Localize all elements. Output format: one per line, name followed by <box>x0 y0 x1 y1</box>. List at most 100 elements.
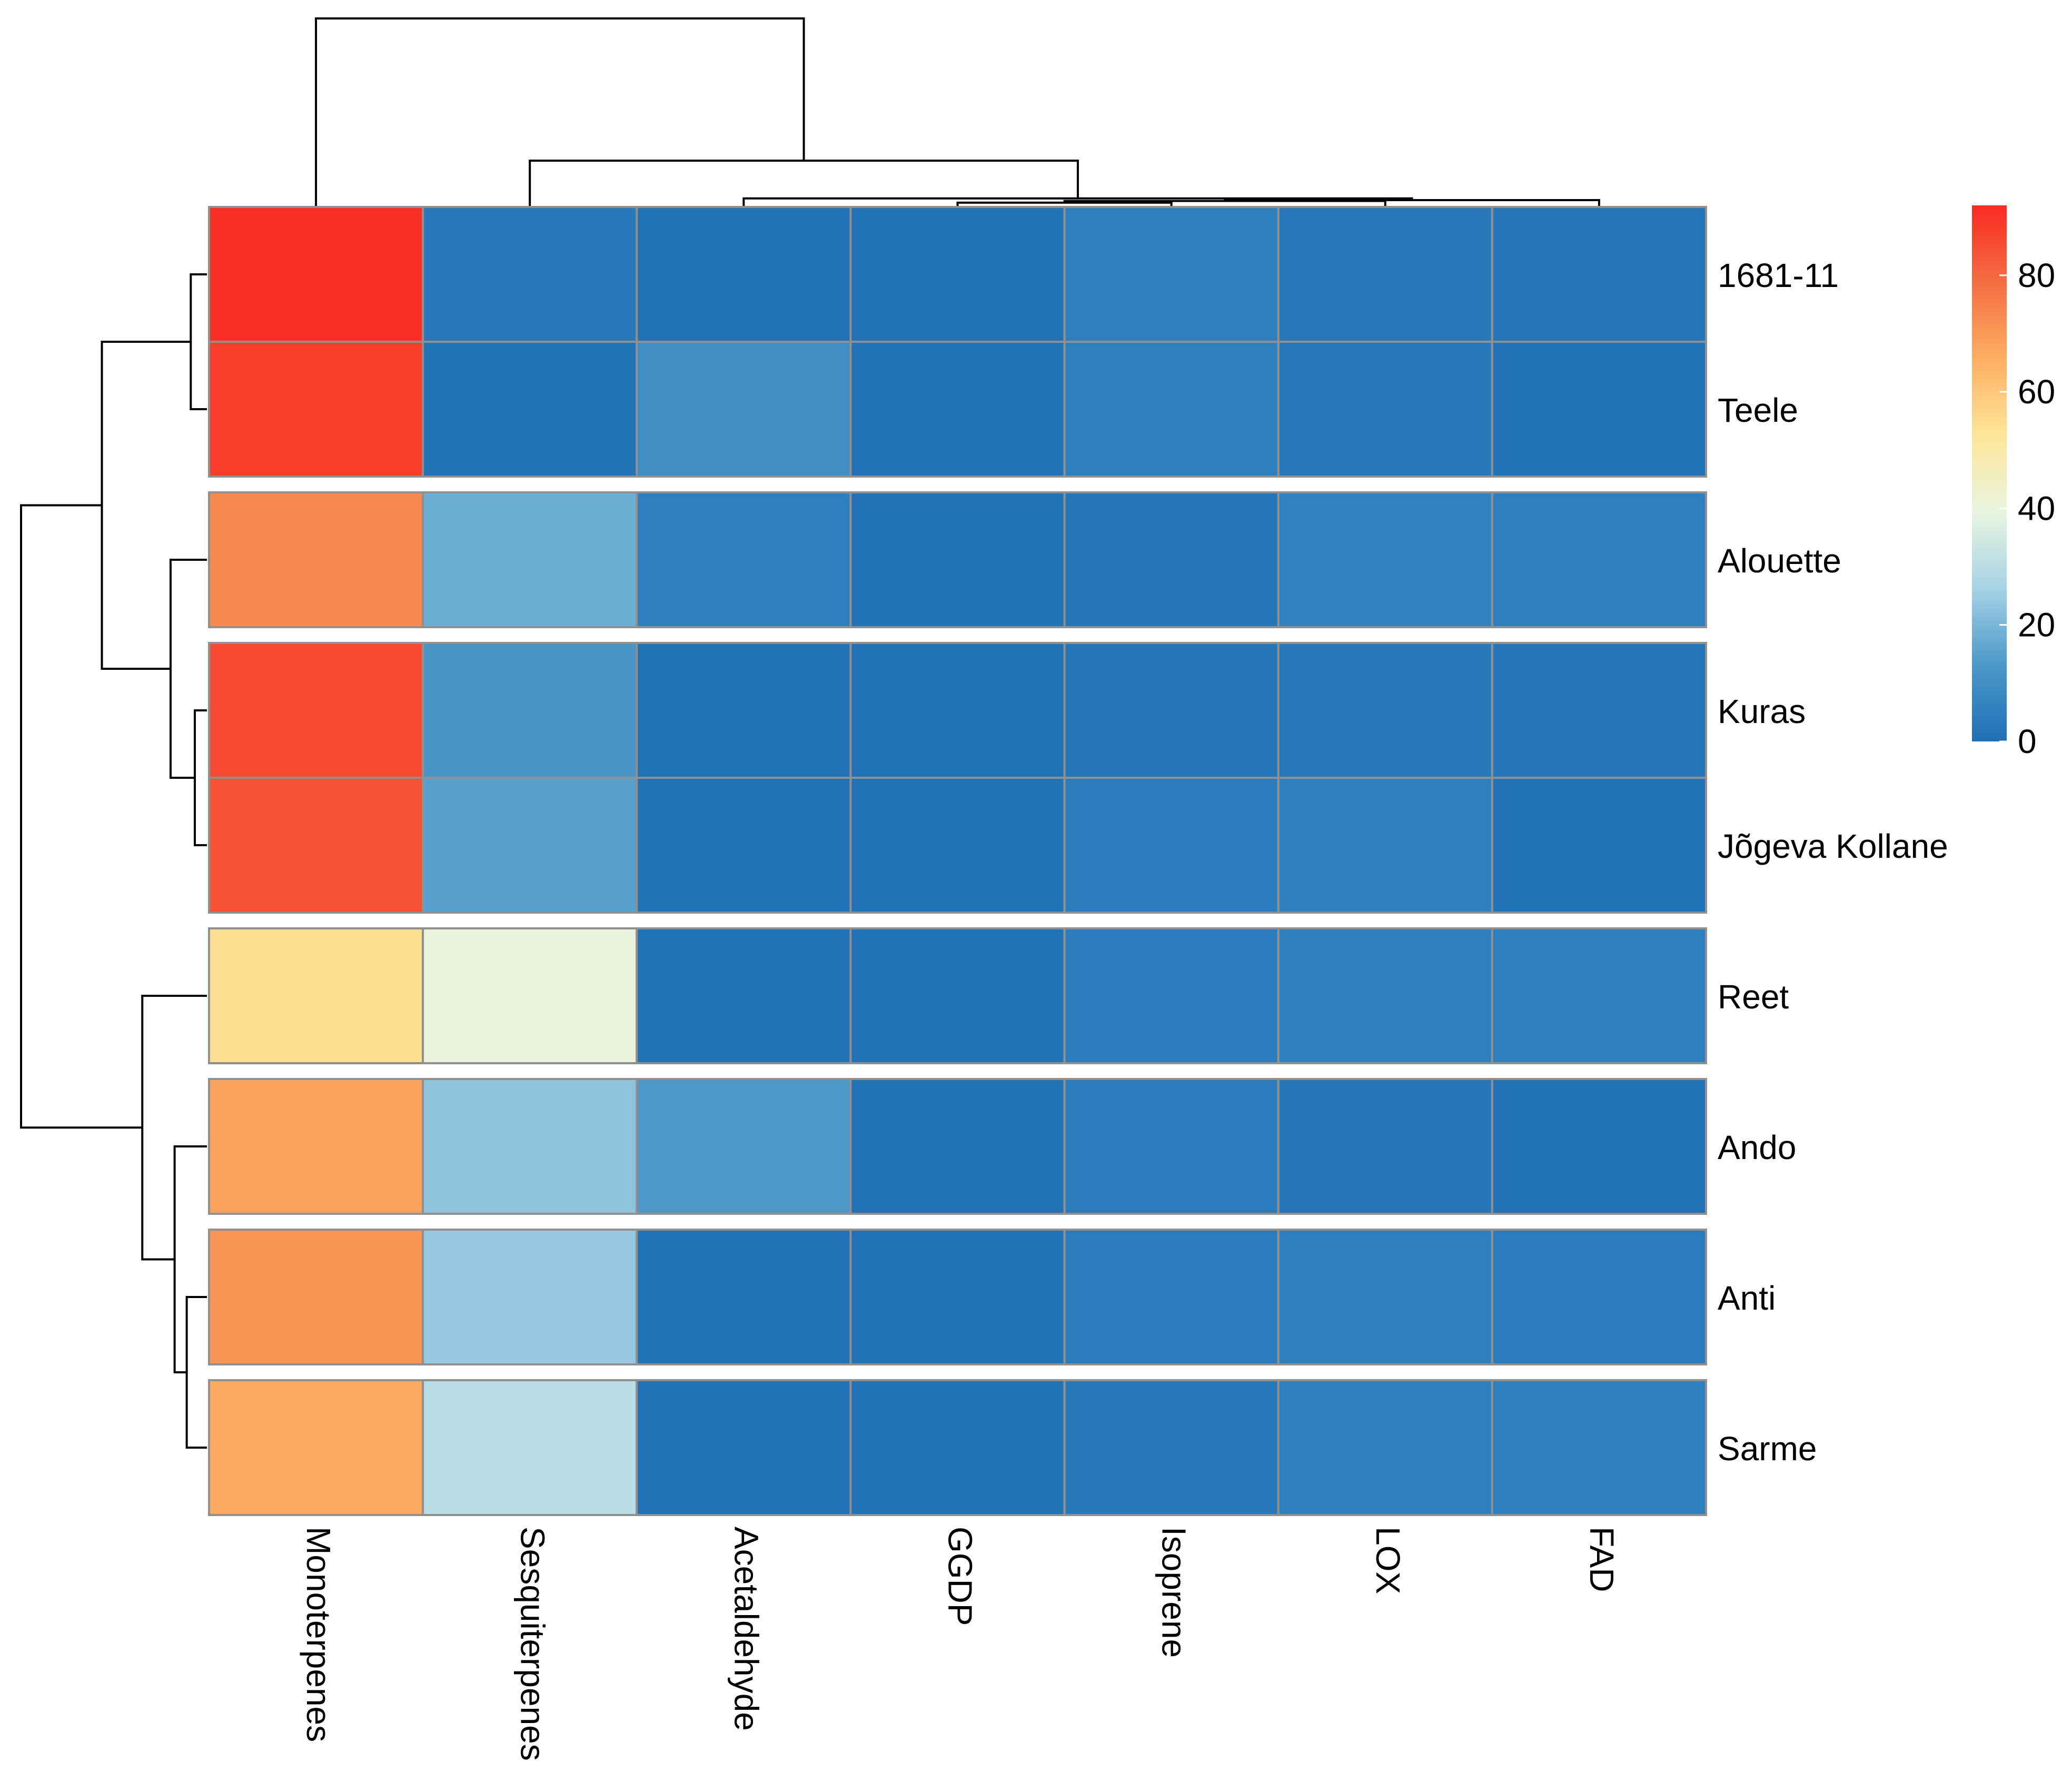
row-dendrogram <box>20 273 207 1449</box>
colorbar-tick-label-40: 40 <box>2018 489 2055 527</box>
colorbar-tick-label-80: 80 <box>2018 256 2055 294</box>
colorbar-tick-label-20: 20 <box>2018 606 2055 644</box>
cell-sarme-monoterpenes <box>208 1379 424 1516</box>
cell-kuras-ggdp <box>849 642 1066 779</box>
row-dendro-branch <box>185 1296 207 1449</box>
cell-sarme-fad <box>1491 1379 1708 1516</box>
cell-jogeva-kollane-isoprene <box>1063 777 1280 914</box>
col-label-isoprene: Isoprene <box>1155 1527 1193 1658</box>
col-label-ggdp: GGDP <box>941 1527 979 1626</box>
cell-1681-11-fad <box>1491 206 1708 343</box>
cell-alouette-acetaldehyde <box>636 491 852 628</box>
cell-ando-lox <box>1277 1078 1493 1215</box>
cell-kuras-sesquiterpenes <box>422 642 638 779</box>
cell-reet-sesquiterpenes <box>422 927 638 1064</box>
col-dendro-branch <box>529 160 1079 207</box>
heatmap-cells <box>208 206 1708 1516</box>
row-dendro-branch <box>190 273 207 410</box>
cell-teele-isoprene <box>1063 341 1280 478</box>
cell-alouette-lox <box>1277 491 1493 628</box>
row-dendro-branch <box>193 709 207 846</box>
col-label-fad: FAD <box>1583 1527 1621 1592</box>
cell-kuras-isoprene <box>1063 642 1280 779</box>
cell-kuras-acetaldehyde <box>636 642 852 779</box>
cell-jogeva-kollane-ggdp <box>849 777 1066 914</box>
row-label-anti: Anti <box>1718 1279 1776 1317</box>
cell-jogeva-kollane-sesquiterpenes <box>422 777 638 914</box>
colorbar-tick-label-0: 0 <box>2018 722 2037 760</box>
cell-sarme-ggdp <box>849 1379 1066 1516</box>
row-label-sarme: Sarme <box>1718 1430 1817 1468</box>
cell-1681-11-acetaldehyde <box>636 206 852 343</box>
cell-jogeva-kollane-fad <box>1491 777 1708 914</box>
cell-1681-11-lox <box>1277 206 1493 343</box>
cell-alouette-sesquiterpenes <box>422 491 638 628</box>
row-label-kuras: Kuras <box>1718 692 1806 730</box>
row-label-teele: Teele <box>1718 391 1798 429</box>
cell-teele-monoterpenes <box>208 341 424 478</box>
cell-reet-isoprene <box>1063 927 1280 1064</box>
cell-teele-ggdp <box>849 341 1066 478</box>
cell-kuras-lox <box>1277 642 1493 779</box>
cell-ando-monoterpenes <box>208 1078 424 1215</box>
cell-reet-ggdp <box>849 927 1066 1064</box>
color-legend: 0 20 40 60 80 <box>1972 205 2055 760</box>
cell-anti-monoterpenes <box>208 1229 424 1365</box>
cell-anti-ggdp <box>849 1229 1066 1365</box>
cell-ando-acetaldehyde <box>636 1078 852 1215</box>
cell-reet-lox <box>1277 927 1493 1064</box>
row-dendro-branch <box>101 341 191 670</box>
cell-alouette-fad <box>1491 491 1708 628</box>
cell-1681-11-sesquiterpenes <box>422 206 638 343</box>
row-dendro-branch <box>20 504 143 1129</box>
cell-kuras-monoterpenes <box>208 642 424 779</box>
cell-alouette-monoterpenes <box>208 491 424 628</box>
cell-alouette-ggdp <box>849 491 1066 628</box>
cell-reet-acetaldehyde <box>636 927 852 1064</box>
col-dendro-branch <box>1224 199 1600 207</box>
col-label-sesquiterpenes: Sesquiterpenes <box>513 1527 551 1761</box>
cell-ando-fad <box>1491 1078 1708 1215</box>
cell-reet-fad <box>1491 927 1708 1064</box>
colorbar-tick-label-60: 60 <box>2018 373 2055 411</box>
cell-sarme-isoprene <box>1063 1379 1280 1516</box>
column-labels: Monoterpenes Sesquiterpenes Acetaldehyde GG… <box>300 1527 1621 1761</box>
cell-anti-acetaldehyde <box>636 1229 852 1365</box>
cell-1681-11-isoprene <box>1063 206 1280 343</box>
cell-sarme-lox <box>1277 1379 1493 1516</box>
cell-anti-fad <box>1491 1229 1708 1365</box>
row-label-1681-11: 1681-11 <box>1718 256 1839 294</box>
cell-teele-lox <box>1277 341 1493 478</box>
col-label-acetaldehyde: Acetaldehyde <box>727 1527 765 1731</box>
cell-teele-fad <box>1491 341 1708 478</box>
col-dendro-branch <box>956 201 1173 207</box>
column-dendrogram <box>315 17 1600 207</box>
row-dendro-branch <box>169 559 207 779</box>
cell-anti-isoprene <box>1063 1229 1280 1365</box>
col-label-lox: LOX <box>1369 1527 1407 1594</box>
cell-reet-monoterpenes <box>208 927 424 1064</box>
cell-1681-11-ggdp <box>849 206 1066 343</box>
cell-teele-acetaldehyde <box>636 341 852 478</box>
cell-alouette-isoprene <box>1063 491 1280 628</box>
cell-ando-ggdp <box>849 1078 1066 1215</box>
cell-anti-sesquiterpenes <box>422 1229 638 1365</box>
colorbar-gradient <box>1972 205 2007 741</box>
cell-kuras-fad <box>1491 642 1708 779</box>
row-dendro-branch <box>173 1145 207 1373</box>
col-label-monoterpenes: Monoterpenes <box>300 1527 338 1742</box>
row-label-ando: Ando <box>1718 1128 1796 1166</box>
cell-ando-sesquiterpenes <box>422 1078 638 1215</box>
cell-jogeva-kollane-acetaldehyde <box>636 777 852 914</box>
row-label-reet: Reet <box>1718 978 1789 1016</box>
cell-1681-11-monoterpenes <box>208 206 424 343</box>
row-labels: 1681-11 Teele Alouette Kuras Jõgeva Kollane R… <box>1718 256 1948 1468</box>
cell-anti-lox <box>1277 1229 1493 1365</box>
cell-teele-sesquiterpenes <box>422 341 638 478</box>
cell-ando-isoprene <box>1063 1078 1280 1215</box>
cell-sarme-sesquiterpenes <box>422 1379 638 1516</box>
row-label-jogeva-kollane: Jõgeva Kollane <box>1718 827 1948 865</box>
row-label-alouette: Alouette <box>1718 542 1841 580</box>
cell-sarme-acetaldehyde <box>636 1379 852 1516</box>
